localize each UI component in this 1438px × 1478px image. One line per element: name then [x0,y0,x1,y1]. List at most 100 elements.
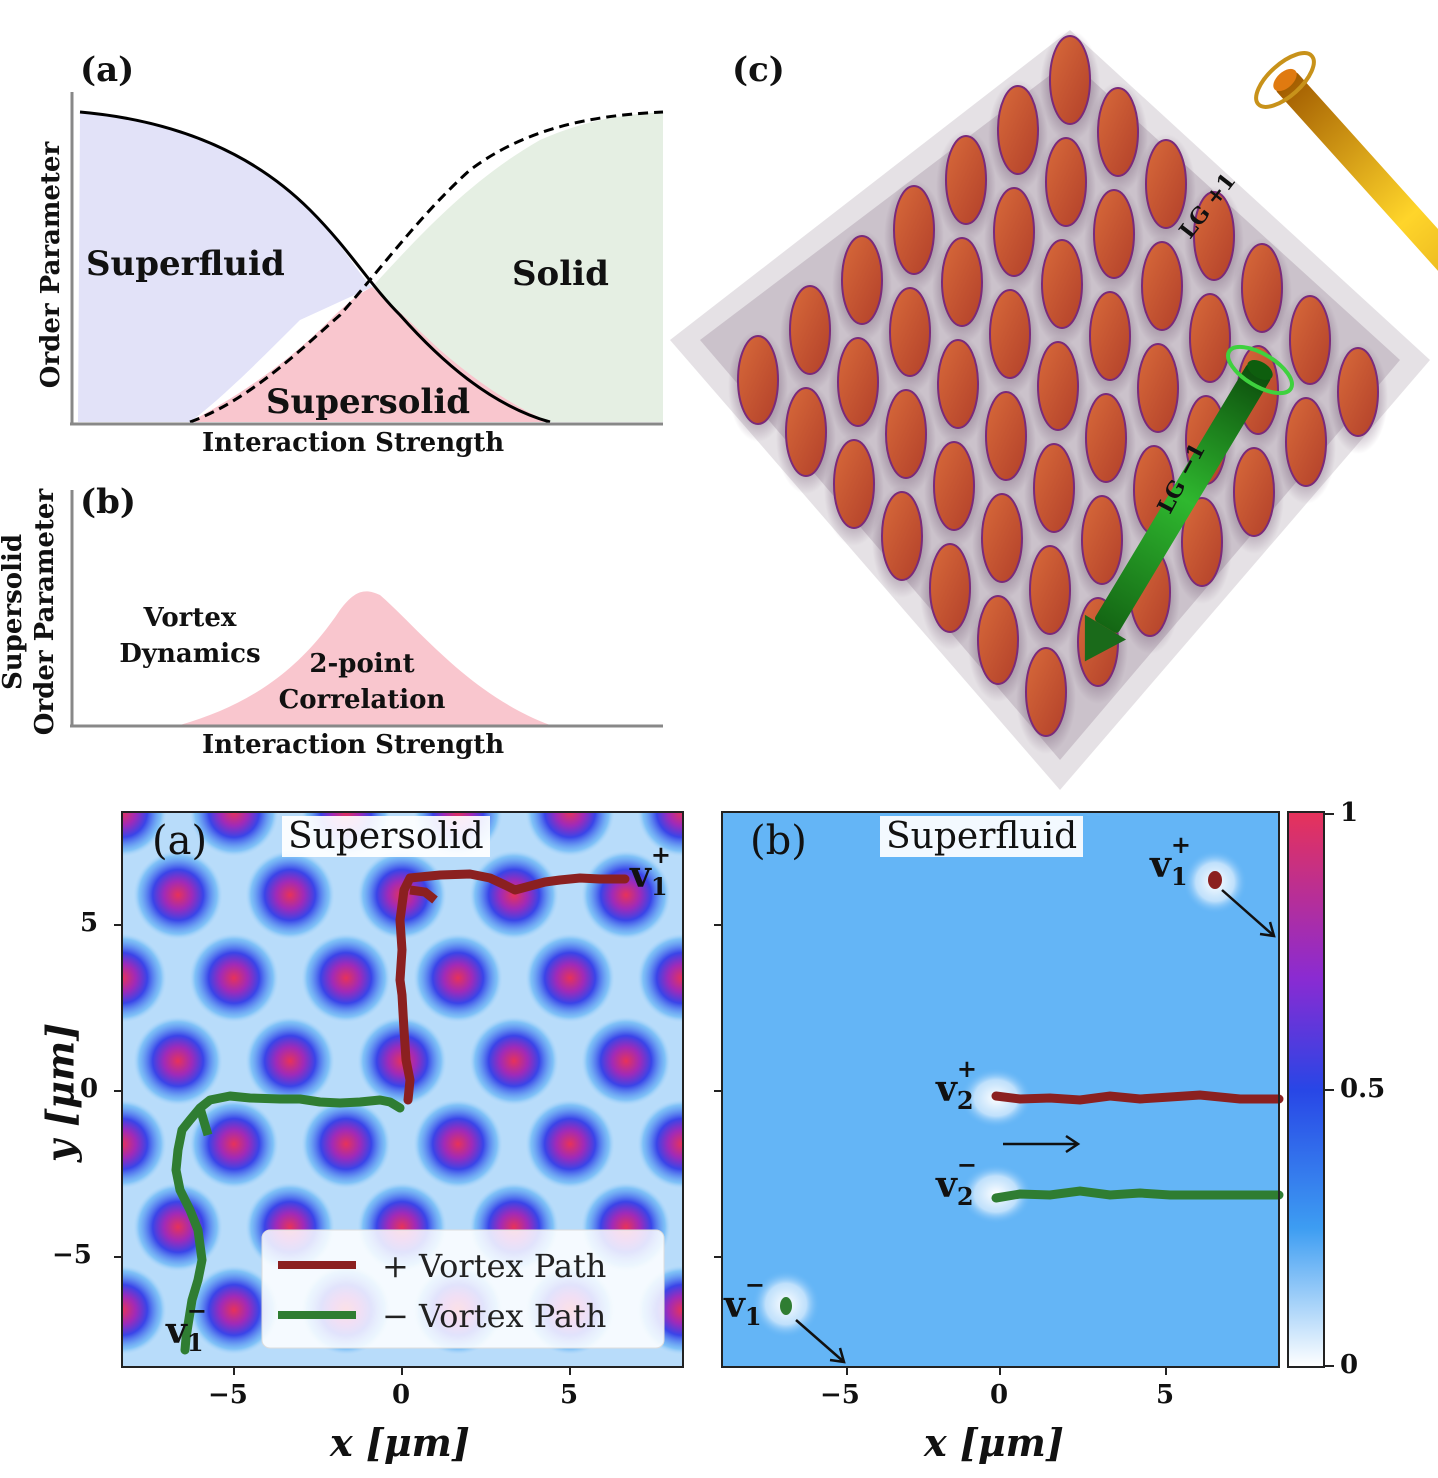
bottom-a-ticks [114,924,571,1375]
density-peak [244,1015,336,1107]
correlation-line1: 2-point [309,649,415,679]
top-a-diagram [70,92,664,426]
density-peak [132,1015,224,1107]
top-c-label: (c) [732,50,785,90]
density-peak [122,1098,168,1190]
droplet [941,237,983,327]
density-peak [468,1015,560,1107]
vortex-dynamics-line1: Vortex [143,603,237,633]
density-peak [300,1098,392,1190]
direction-arrows [795,889,1276,1364]
droplet [1041,239,1083,329]
top-b-y-title-line2: Order Parameter [30,488,60,736]
correlation-line2: Correlation [278,685,446,715]
top-b-y-title: Supersolid Order Parameter [0,477,61,747]
bottom-b-title: Superfluid [880,816,1084,857]
droplet [1089,291,1131,381]
v2p-path [991,1090,1284,1105]
top-b-panel: (b) Vortex Dynamics 2-point Correlation … [0,470,700,770]
density-peak [188,812,280,858]
bottom-b-xtick-0: −5 [820,1380,860,1410]
droplet [833,439,875,529]
bottom-a-ytick-2: −5 [52,1240,92,1270]
solid-region [372,112,663,422]
b-v1m-label: v1 − [724,1270,765,1331]
colorbar-ticks [1324,813,1334,1367]
density-peak [524,1098,616,1190]
droplet [885,389,927,479]
minus-vortex-path [171,1091,405,1355]
density-peak [524,932,616,1024]
droplet [937,339,979,429]
b-v1p-base: v [1150,844,1171,886]
bottom-b-ticks [714,924,1167,1375]
droplet [1093,189,1135,279]
bottom-b-x-title: x [μm] [924,1420,1064,1465]
plus-vortex-path [395,869,630,1105]
colorbar-tick-1: 1 [1340,798,1359,828]
bottom-a-label: (a) [152,818,208,864]
minus-vortex-path-branch [195,1106,213,1137]
density-peak [636,1098,683,1190]
droplet [1189,293,1231,383]
droplet [789,285,831,375]
droplet [785,387,827,477]
density-peak [188,932,280,1024]
top-b-y-title-line1: Supersolid [0,534,28,691]
bottom-b-panel: (b) Superfluid v1 + v2 + v2− v1− −5 0 5 x … [700,790,1438,1478]
top-b-diagram [70,490,663,728]
b-v1p-label: v1 + [1150,830,1191,892]
droplet [1097,87,1139,177]
top-a-x-title: Interaction Strength [202,428,505,458]
droplet [945,135,987,225]
beam-minus [1084,344,1294,662]
legend-minus-label: − Vortex Path [382,1297,606,1335]
top-a-panel: (a) Superfluid Solid Supersolid Interact… [0,0,700,470]
droplet [737,335,779,425]
beam-plus [1254,51,1438,363]
bottom-a-title: Supersolid [282,816,490,857]
colorbar-tick-05: 0.5 [1340,1074,1386,1104]
droplet [1037,341,1079,431]
b-v2p-sub: 2 [956,1086,974,1116]
density-peak [244,849,336,941]
droplet [997,85,1039,175]
droplet [881,491,923,581]
supersolid-density-map: + Vortex Path − Vortex Path [114,811,684,1375]
density-peak [580,1015,672,1107]
b-v2m-base: v [936,1164,957,1206]
bottom-a-xtick-2: 5 [560,1380,579,1410]
density-peak [122,1264,168,1356]
superfluid-density-map [714,811,1334,1375]
vortex-v1-plus-label: v1 + [630,840,671,902]
supersolid-region [190,287,550,422]
droplet [1289,295,1331,385]
droplet [977,595,1019,685]
droplet-group [728,30,1388,754]
solid-curve [189,110,664,424]
droplet [1025,647,1067,737]
droplet [1141,241,1183,331]
v1p-sub: 1 [650,872,668,902]
droplet [985,391,1027,481]
b-v1p-sup: + [1170,830,1192,859]
droplet [1081,495,1123,585]
b-v2m-label: v2 − [936,1150,977,1212]
density-peak [468,849,560,941]
droplet [1337,347,1379,437]
colorbar [1287,811,1325,1368]
droplet [837,337,879,427]
v1p-path [1208,871,1222,889]
v1m-base: v [166,1310,187,1352]
bottom-b-xtick-1: 0 [990,1380,1009,1410]
droplet [981,493,1023,583]
b-v2m-sub: 2 [956,1182,974,1212]
bottom-a-x-title: x [μm] [330,1420,470,1465]
droplet [1193,191,1235,281]
top-a-label: (a) [80,50,135,90]
plus-vortex-path-branch [409,885,438,904]
b-v1p-sub: 1 [1170,862,1188,892]
density-peak [188,1098,280,1190]
v1p-sup: + [650,840,672,869]
correlation-peak [180,591,550,725]
